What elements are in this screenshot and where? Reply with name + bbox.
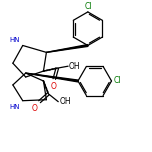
Polygon shape [26,73,78,82]
Text: HN: HN [9,36,20,43]
Text: HN: HN [9,104,20,110]
Text: OH: OH [69,62,81,71]
Text: O: O [32,104,38,113]
Text: OH: OH [59,97,71,106]
Text: Cl: Cl [114,76,121,85]
Text: O: O [50,82,56,91]
Text: Cl: Cl [85,2,93,11]
Polygon shape [46,45,88,52]
